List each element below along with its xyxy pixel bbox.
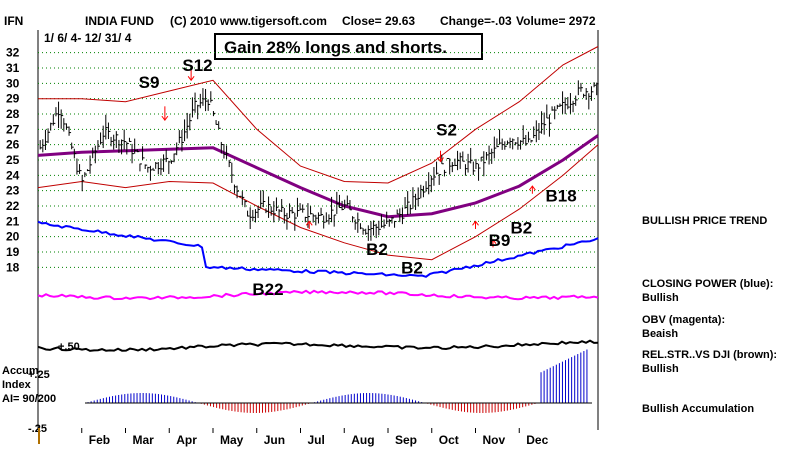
obv-trace — [37, 289, 599, 301]
x-tick-label: Jun — [264, 433, 285, 447]
y-tick-label: 27 — [6, 122, 20, 136]
y-tick-label: 18 — [6, 260, 20, 274]
accum-index: Index — [2, 379, 32, 391]
moving-average — [37, 134, 599, 219]
x-tick-label: Oct — [439, 433, 459, 447]
x-axis-ticks: Feb Mar Apr May Jun Jul Aug Sep Oct Nov Dec — [81, 428, 549, 447]
copyright: (C) 2010 www.tigersoft.com — [170, 14, 327, 28]
signal-s12: S12 — [182, 56, 212, 75]
signal-s9: S9 — [139, 73, 160, 92]
x-tick-label: Apr — [176, 433, 197, 447]
signal-arrow-head — [161, 115, 169, 121]
accum-title: Accum — [2, 365, 39, 377]
closing-power-value: Bullish — [642, 292, 679, 304]
y-tick-label: 20 — [6, 230, 20, 244]
lower-band — [37, 144, 599, 261]
signal-b2: B2 — [511, 219, 533, 238]
signal-arrow-head — [187, 75, 195, 82]
signal-arrow-head — [305, 220, 313, 226]
rel-strength-trace — [37, 339, 599, 352]
signal-arrow-head — [472, 220, 479, 226]
x-tick-label: Mar — [133, 433, 155, 447]
y-tick-label: 28 — [6, 107, 20, 121]
accum-minus25: -.25 — [28, 423, 47, 435]
y-tick-label: 22 — [6, 199, 20, 213]
fund-name: INDIA FUND — [85, 14, 154, 28]
obv-line — [37, 289, 599, 301]
signal-arrows — [161, 68, 536, 248]
accum-plus50: +.50 — [58, 341, 80, 353]
moving-average-line — [37, 134, 599, 219]
x-tick-label: Jul — [308, 433, 325, 447]
closing-power-title: CLOSING POWER (blue): — [642, 278, 773, 290]
accumulation-panel — [85, 349, 592, 413]
signal-b2: B2 — [366, 240, 388, 259]
y-tick-label: 24 — [6, 168, 20, 182]
x-tick-label: May — [220, 433, 244, 447]
rel-strength-panel — [37, 339, 599, 352]
y-tick-label: 26 — [6, 138, 20, 152]
x-tick-label: Nov — [483, 433, 506, 447]
bollinger-bands — [37, 46, 599, 261]
close-value: Close= 29.63 — [342, 14, 415, 28]
signal-arrow-head — [437, 157, 444, 163]
x-tick-label: Feb — [89, 433, 110, 447]
volume-value: Volume= 2972 — [516, 14, 596, 28]
y-tick-label: 21 — [6, 214, 20, 228]
signal-b9: B9 — [489, 231, 511, 250]
x-tick-label: Sep — [395, 433, 417, 447]
y-tick-label: 31 — [6, 61, 20, 75]
change-value: Change=-.03 — [440, 14, 512, 28]
y-tick-label: 19 — [6, 245, 20, 259]
gain-box — [214, 33, 483, 60]
obv-title: OBV (magenta): — [642, 314, 725, 326]
relstr-title: REL.STR..VS DJI (brown): — [642, 349, 777, 361]
signal-b2: B2 — [401, 258, 423, 277]
obv-value: Beaish — [642, 328, 678, 340]
closing-power-line — [37, 220, 599, 278]
accum-summary: Bullish Accumulation — [642, 403, 754, 415]
signal-s2: S2 — [436, 120, 457, 139]
symbol-label: IFN — [4, 14, 23, 28]
price-bars — [39, 80, 599, 241]
y-tick-label: 23 — [6, 184, 20, 198]
signal-b22: B22 — [252, 280, 283, 299]
x-tick-label: Aug — [351, 433, 374, 447]
y-tick-label: 30 — [6, 76, 20, 90]
y-tick-label: 29 — [6, 92, 20, 106]
relstr-value: Bullish — [642, 363, 679, 375]
upper-band — [38, 46, 599, 184]
signal-arrow-head — [489, 238, 497, 245]
x-tick-label: Dec — [526, 433, 548, 447]
date-range: 1/ 6/ 4- 12/ 31/ 4 — [44, 31, 132, 45]
accum-ai: AI= 90/200 — [2, 393, 56, 405]
trend-label: BULLISH PRICE TREND — [642, 215, 767, 227]
signal-b18: B18 — [546, 186, 577, 205]
signal-arrow-head — [528, 185, 536, 191]
closing-power-trace — [37, 220, 599, 278]
y-tick-label: 32 — [6, 46, 20, 60]
gain-box-text: Gain 28% longs and shorts. — [224, 38, 447, 57]
grid-lines — [38, 52, 598, 268]
y-tick-label: 25 — [6, 153, 20, 167]
accum-plus25: +.25 — [28, 369, 50, 381]
